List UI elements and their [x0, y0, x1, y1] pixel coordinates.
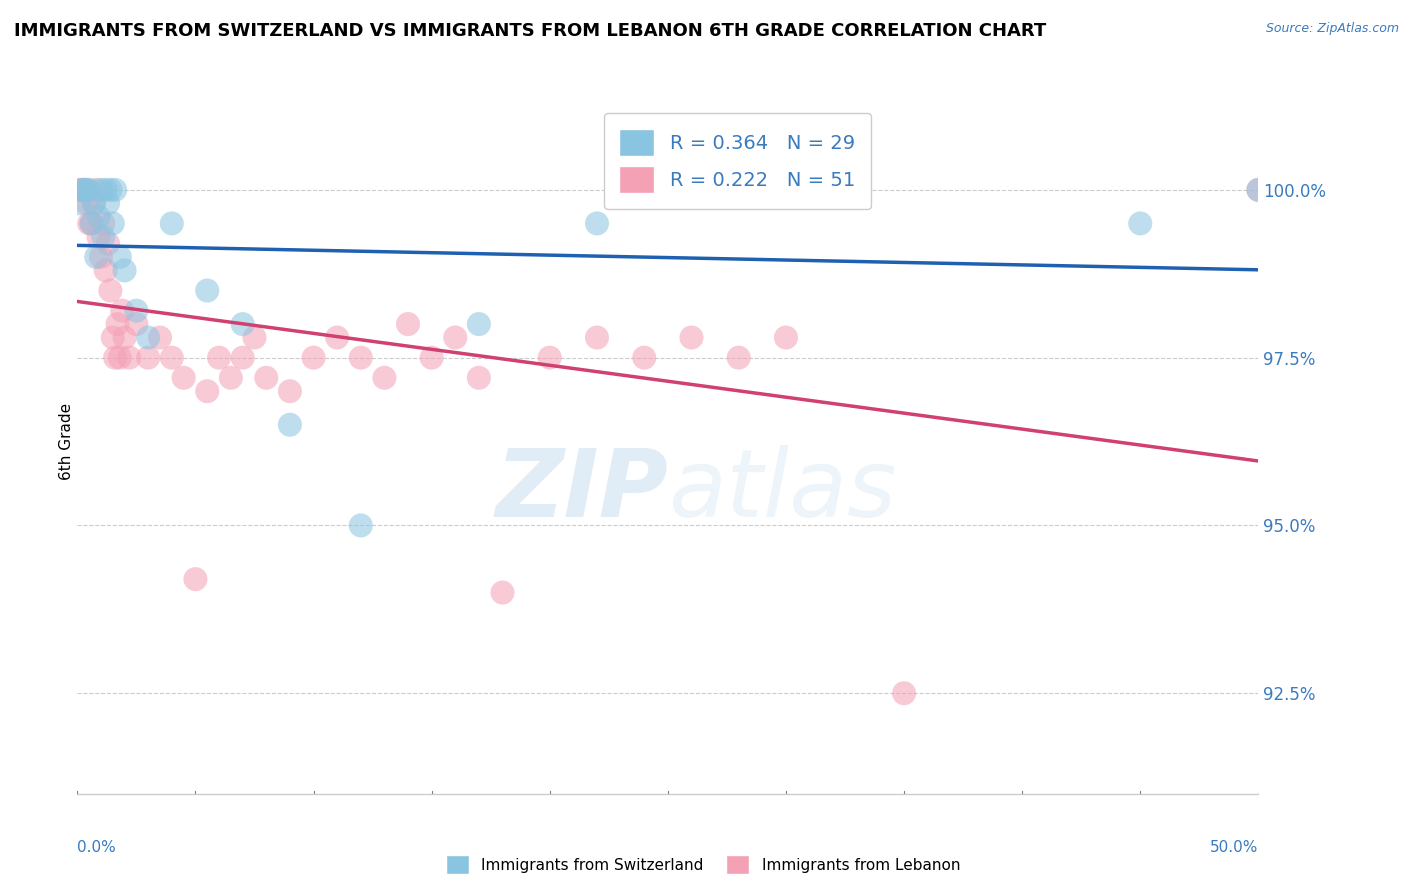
Point [302, 351, 325, 365]
Point [184, 572, 207, 586]
Point [420, 351, 443, 365]
Point [195, 384, 218, 399]
Point [69, 196, 91, 211]
Point [87, 230, 110, 244]
Point [70, 183, 93, 197]
Text: atlas: atlas [668, 445, 896, 536]
Point [90, 183, 112, 197]
Point [101, 330, 124, 344]
Point [160, 351, 183, 365]
Point [104, 183, 127, 197]
Point [775, 330, 797, 344]
Point [100, 284, 122, 298]
Point [77, 216, 100, 230]
Point [243, 330, 266, 344]
Point [83, 196, 105, 211]
Point [104, 351, 127, 365]
Point [232, 317, 254, 331]
Point [77, 183, 100, 197]
Point [94, 183, 117, 197]
Text: ZIP: ZIP [495, 445, 668, 537]
Point [69, 183, 91, 197]
Point [633, 351, 655, 365]
Point [173, 371, 195, 385]
Point [893, 686, 915, 700]
Point [91, 230, 114, 244]
Point [1247, 183, 1270, 197]
Point [97, 236, 120, 251]
Point [101, 216, 124, 230]
Point [373, 371, 395, 385]
Point [70, 183, 93, 197]
Point [468, 317, 491, 331]
Point [91, 216, 114, 230]
Text: Source: ZipAtlas.com: Source: ZipAtlas.com [1265, 22, 1399, 36]
Point [73, 183, 96, 197]
Point [76, 196, 98, 211]
Point [100, 183, 122, 197]
Legend: Immigrants from Switzerland, Immigrants from Lebanon: Immigrants from Switzerland, Immigrants … [440, 849, 966, 880]
Point [76, 183, 98, 197]
Point [73, 183, 96, 197]
Point [149, 330, 172, 344]
Point [326, 330, 349, 344]
Point [1247, 183, 1270, 197]
Point [114, 263, 136, 277]
Point [278, 417, 301, 432]
Point [160, 216, 183, 230]
Y-axis label: 6th Grade: 6th Grade [59, 403, 73, 480]
Point [90, 250, 112, 264]
Point [208, 351, 231, 365]
Point [1129, 216, 1152, 230]
Point [278, 384, 301, 399]
Point [491, 585, 513, 599]
Point [586, 216, 609, 230]
Point [219, 371, 242, 385]
Text: 0.0%: 0.0% [77, 839, 117, 855]
Point [94, 263, 117, 277]
Point [232, 351, 254, 365]
Point [83, 196, 105, 211]
Point [84, 183, 107, 197]
Text: 50.0%: 50.0% [1211, 839, 1258, 855]
Text: IMMIGRANTS FROM SWITZERLAND VS IMMIGRANTS FROM LEBANON 6TH GRADE CORRELATION CHA: IMMIGRANTS FROM SWITZERLAND VS IMMIGRANT… [14, 22, 1046, 40]
Point [468, 371, 491, 385]
Point [125, 303, 148, 318]
Point [254, 371, 277, 385]
Point [125, 317, 148, 331]
Point [114, 330, 136, 344]
Point [396, 317, 419, 331]
Point [727, 351, 749, 365]
Point [350, 518, 373, 533]
Point [195, 284, 218, 298]
Point [118, 351, 141, 365]
Point [84, 250, 107, 264]
Point [97, 196, 120, 211]
Point [111, 303, 134, 318]
Point [444, 330, 467, 344]
Point [107, 317, 129, 331]
Point [681, 330, 703, 344]
Legend: R = 0.364   N = 29, R = 0.222   N = 51: R = 0.364 N = 29, R = 0.222 N = 51 [603, 113, 870, 209]
Point [80, 216, 103, 230]
Point [538, 351, 561, 365]
Point [108, 351, 131, 365]
Point [108, 250, 131, 264]
Point [87, 210, 110, 224]
Point [80, 216, 103, 230]
Point [136, 351, 159, 365]
Point [586, 330, 609, 344]
Point [350, 351, 373, 365]
Point [136, 330, 159, 344]
